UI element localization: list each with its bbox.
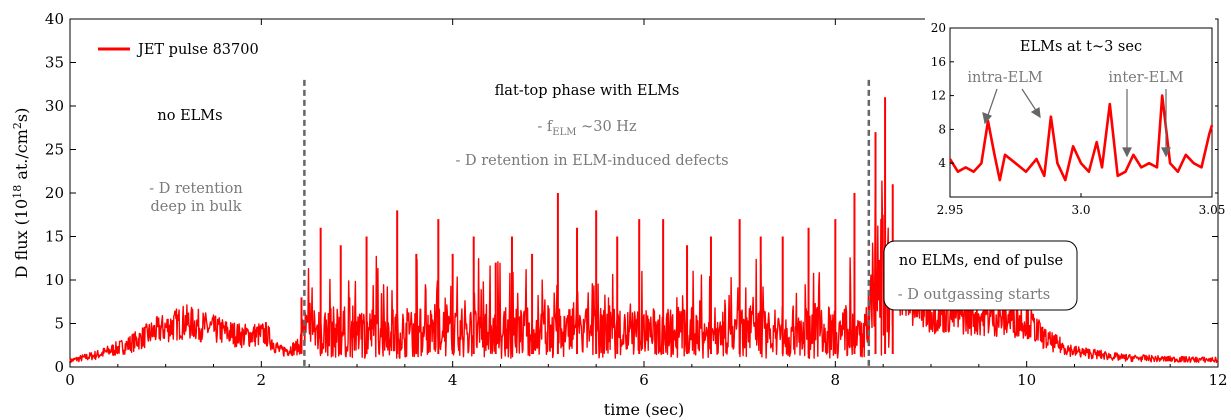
annotation-flat-top: flat-top phase with ELMs (495, 83, 680, 99)
inset-y-tick-label: 4 (938, 156, 946, 170)
arrow-inter-right-head (1161, 147, 1171, 158)
inset-chart: 2.95 3.0 3.05 4 8 12 16 20 ELMs at t~3 sec intr… (925, 17, 1225, 217)
y-tick-label: 40 (45, 10, 64, 28)
inset-arrows (982, 88, 1171, 158)
y-tick-label: 35 (45, 54, 64, 72)
y-tick-label: 10 (45, 271, 64, 289)
y-tick-label: 5 (54, 315, 64, 333)
end-of-pulse-box: no ELMs, end of pulse - D outgassing sta… (883, 240, 1078, 311)
x-axis-title: time (sec) (604, 400, 684, 419)
x-tick-label: 8 (831, 371, 841, 389)
y-axis-title: D flux (1018 at./cm2s) (11, 108, 31, 279)
arrow-intra-right (1021, 88, 1038, 113)
annotation-d-retention-defects: - D retention in ELM-induced defects (455, 153, 728, 169)
inset-x-tick-label: 2.95 (937, 203, 964, 217)
dashed-lines (303, 79, 871, 367)
main-plot: 0 2 4 6 8 10 12 0 5 10 15 20 25 30 35 40 time (sec) D f… (11, 10, 1228, 419)
y-tick-label: 30 (45, 97, 64, 115)
arrow-intra-left (986, 88, 998, 119)
legend: JET pulse 83700 (98, 42, 259, 58)
inset-signal-layer (948, 94, 1214, 182)
end-box-frame (883, 240, 1078, 311)
arrow-intra-right-head (1030, 107, 1041, 119)
inset-y-tick-label: 20 (931, 21, 946, 35)
arrow-intra-left-head (982, 112, 993, 125)
inset-x-tick-label: 3.0 (1071, 203, 1090, 217)
x-tick-label: 2 (257, 371, 267, 389)
inset-y-tick-label: 16 (931, 55, 946, 69)
arrow-inter-left-head (1122, 147, 1132, 158)
annotation-f-elm: - fELM ~30 Hz (537, 119, 637, 138)
inset-axes: 2.95 3.0 3.05 4 8 12 16 20 (931, 21, 1226, 217)
x-tick-label: 0 (65, 371, 75, 389)
x-tick-label: 6 (639, 371, 649, 389)
y-tick-label: 25 (45, 141, 64, 159)
end-box-title: no ELMs, end of pulse (899, 253, 1063, 269)
inset-y-tick-label: 8 (938, 122, 946, 136)
annotation-deep-in-bulk: deep in bulk (151, 199, 242, 215)
x-tick-label: 12 (1208, 371, 1227, 389)
inset-title: ELMs at t~3 sec (1020, 39, 1142, 55)
y-tick-label: 20 (45, 184, 64, 202)
legend-label: JET pulse 83700 (136, 42, 259, 58)
annotation-no-elms: no ELMs (157, 108, 222, 124)
end-box-outgassing: - D outgassing starts (898, 287, 1050, 303)
annotation-d-retention: - D retention (149, 181, 243, 197)
axes: 0 2 4 6 8 10 12 0 5 10 15 20 25 30 35 40 (45, 10, 1228, 389)
inset-y-tick-label: 12 (931, 89, 946, 103)
inset-background (925, 17, 1215, 200)
inset-series-line (948, 94, 1214, 182)
inset-label-inter-elm: inter-ELM (1108, 70, 1183, 86)
y-tick-label: 15 (45, 228, 64, 246)
inset-x-tick-label: 3.05 (1199, 203, 1226, 217)
y-tick-label: 0 (54, 358, 64, 376)
inset-label-intra-elm: intra-ELM (967, 70, 1042, 86)
x-tick-label: 10 (1017, 371, 1036, 389)
x-tick-label: 4 (448, 371, 458, 389)
